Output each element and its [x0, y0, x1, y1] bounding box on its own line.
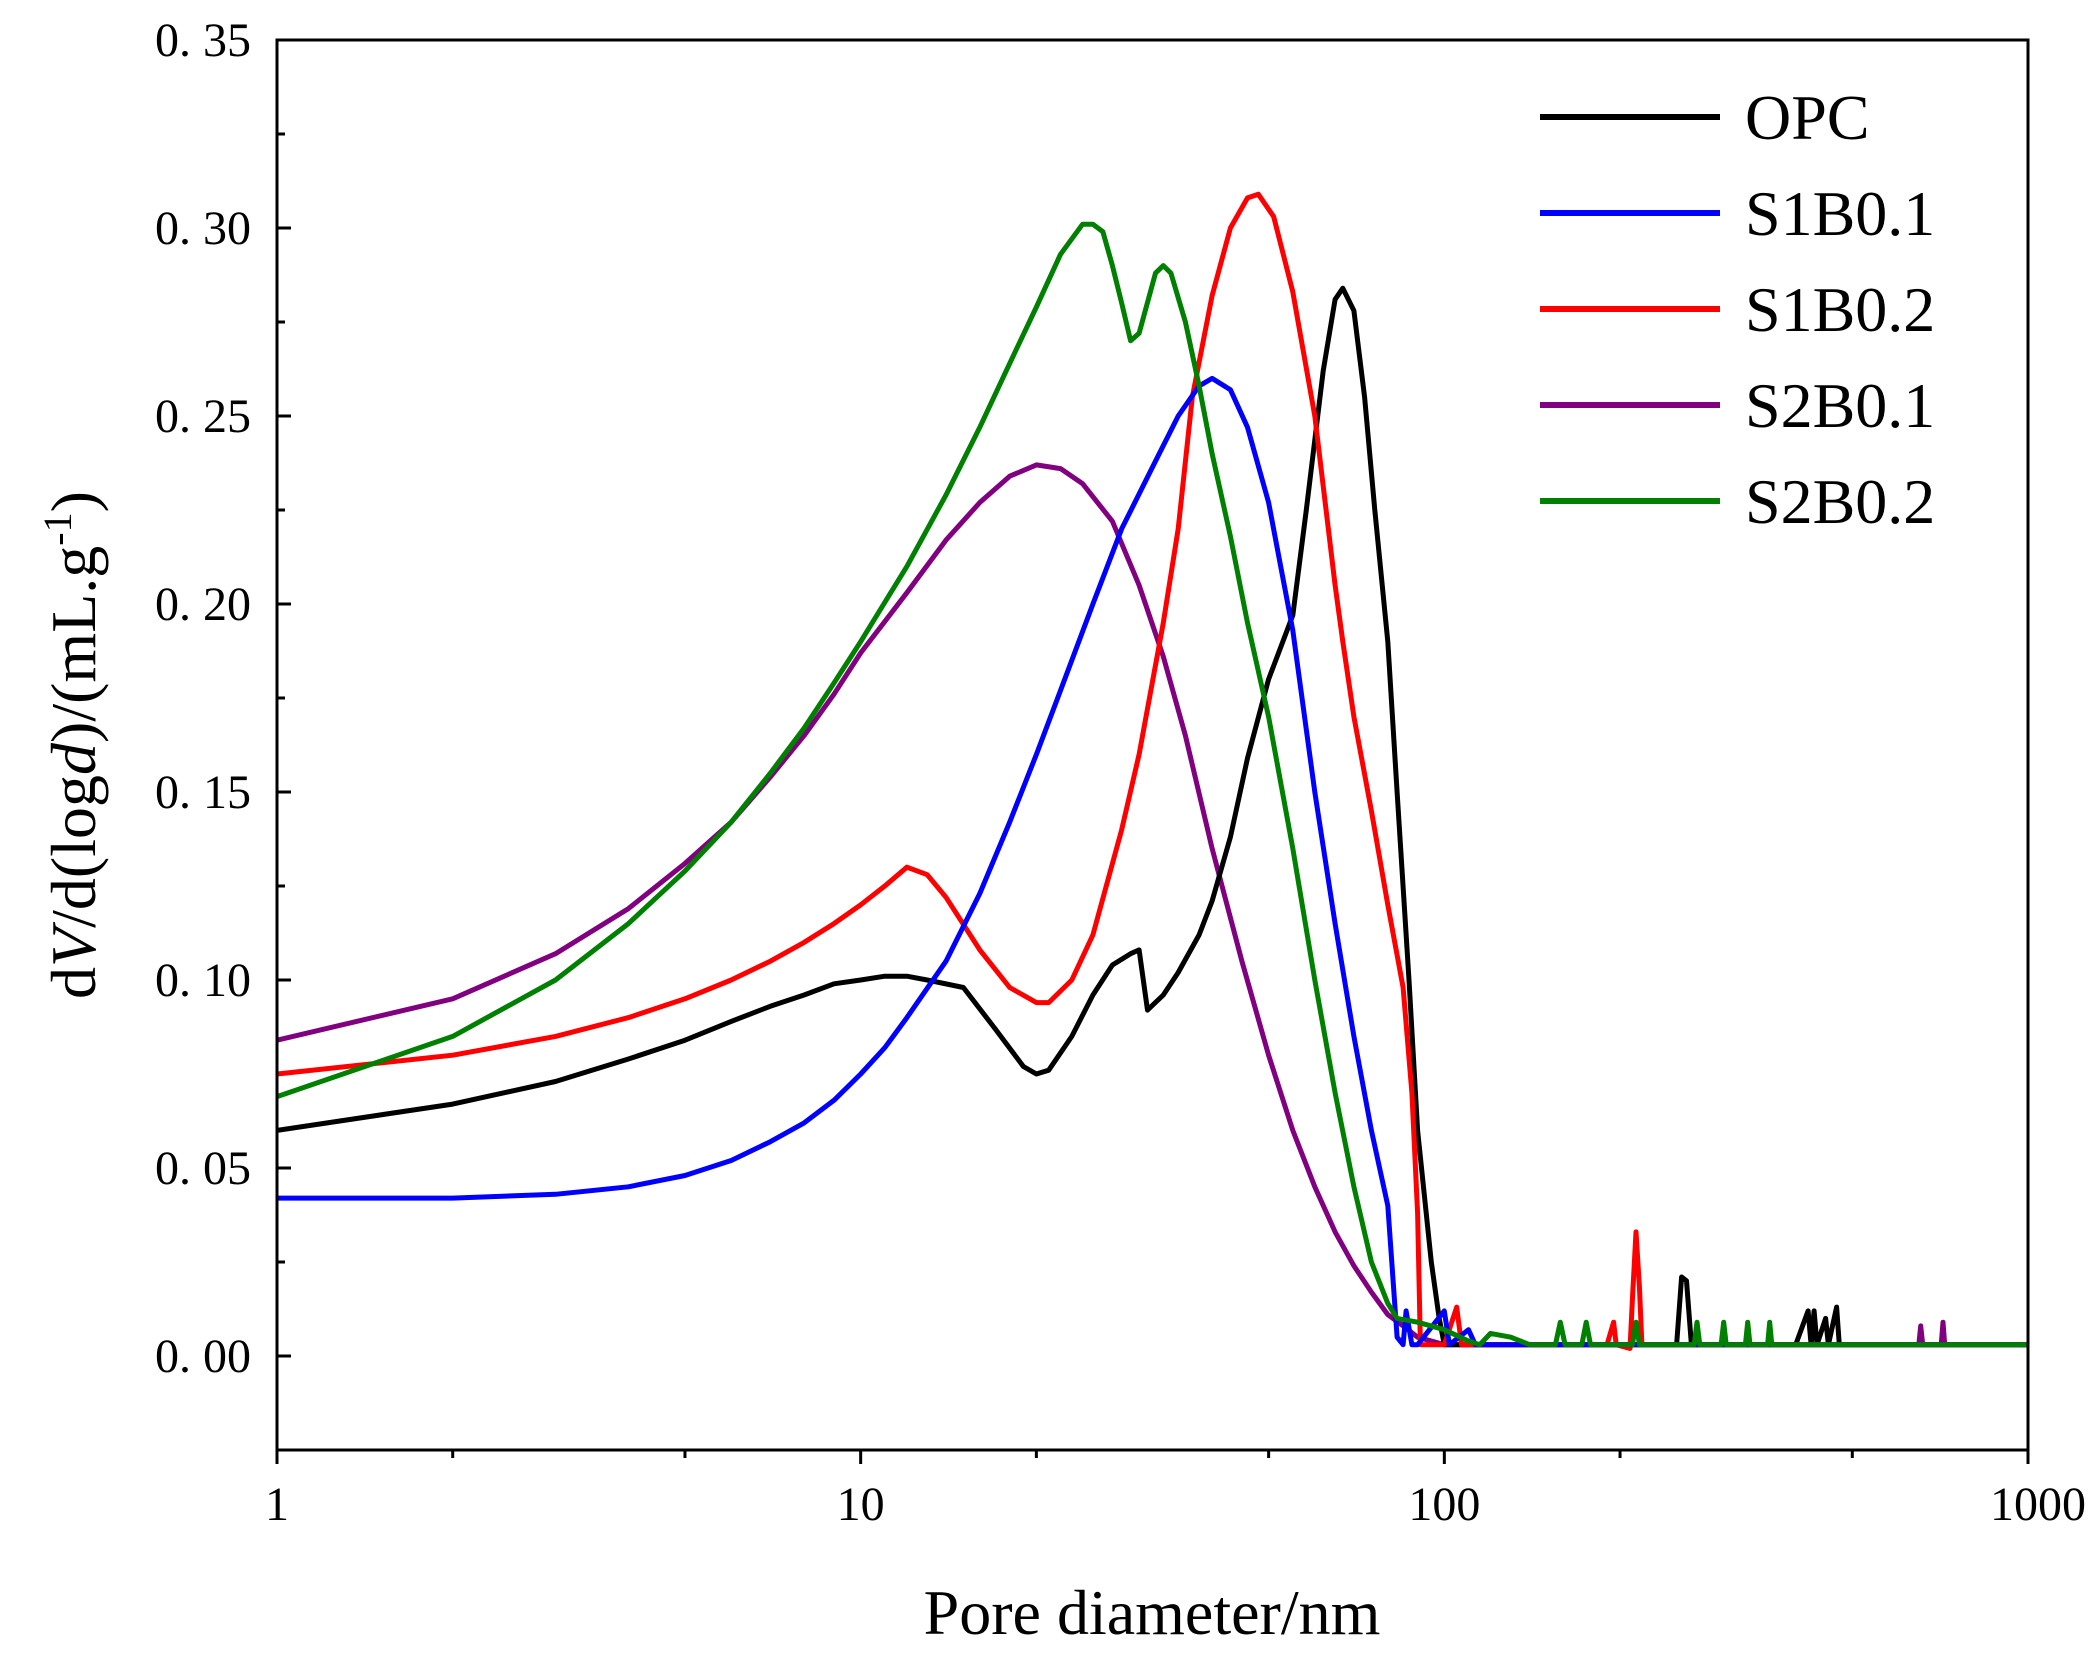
y-tick-label: 0. 30	[155, 202, 251, 255]
y-axis-title-sup: -1	[35, 512, 80, 545]
x-tick-label: 10	[837, 1478, 885, 1531]
y-tick-label: 0. 25	[155, 390, 251, 443]
series-line-s2b0-2	[277, 221, 2028, 1348]
y-axis-title-end: )	[38, 491, 109, 512]
y-axis-title-prefix: d	[38, 967, 109, 999]
x-axis-title: Pore diameter/nm	[924, 1577, 1381, 1648]
legend-label-s2b0-1: S2B0.1	[1745, 370, 1935, 441]
y-tick-labels: 0. 00 0. 05 0. 10 0. 15 0. 20 0. 25 0. 30 0. 35	[155, 14, 251, 1383]
y-tick-label: 0. 20	[155, 578, 251, 631]
legend-label-opc: OPC	[1745, 82, 1870, 153]
series-layer	[277, 191, 2028, 1351]
legend-label-s1b0-1: S1B0.1	[1745, 178, 1935, 249]
x-tick-label: 1000	[1990, 1478, 2086, 1531]
plot-frame	[275, 38, 2030, 1452]
y-tick-label: 0. 05	[155, 1142, 251, 1195]
legend: OPC S1B0.1 S1B0.2 S2B0.1 S2B0.2	[1540, 82, 1935, 537]
series-line-s1b0-1	[277, 375, 2028, 1348]
y-tick-label: 0. 35	[155, 14, 251, 67]
y-tick-label: 0. 10	[155, 954, 251, 1007]
y-tick-label: 0. 00	[155, 1330, 251, 1383]
x-tick-label: 100	[1408, 1478, 1480, 1531]
x-tick-label: 1	[265, 1478, 289, 1531]
y-axis-title-var2: d	[38, 742, 109, 775]
y-axis-title: dV/d(logd)/(mL.g-1)	[35, 491, 109, 999]
y-axis-title-suffix: )/(mL.g	[38, 546, 109, 743]
legend-label-s1b0-2: S1B0.2	[1745, 274, 1935, 345]
x-tick-labels: 1 10 100 1000	[265, 1478, 2086, 1531]
y-tick-label: 0. 15	[155, 766, 251, 819]
y-axis-title-var: V	[38, 921, 109, 967]
legend-label-s2b0-2: S2B0.2	[1745, 466, 1935, 537]
y-axis-title-mid: /d(log	[38, 775, 109, 928]
